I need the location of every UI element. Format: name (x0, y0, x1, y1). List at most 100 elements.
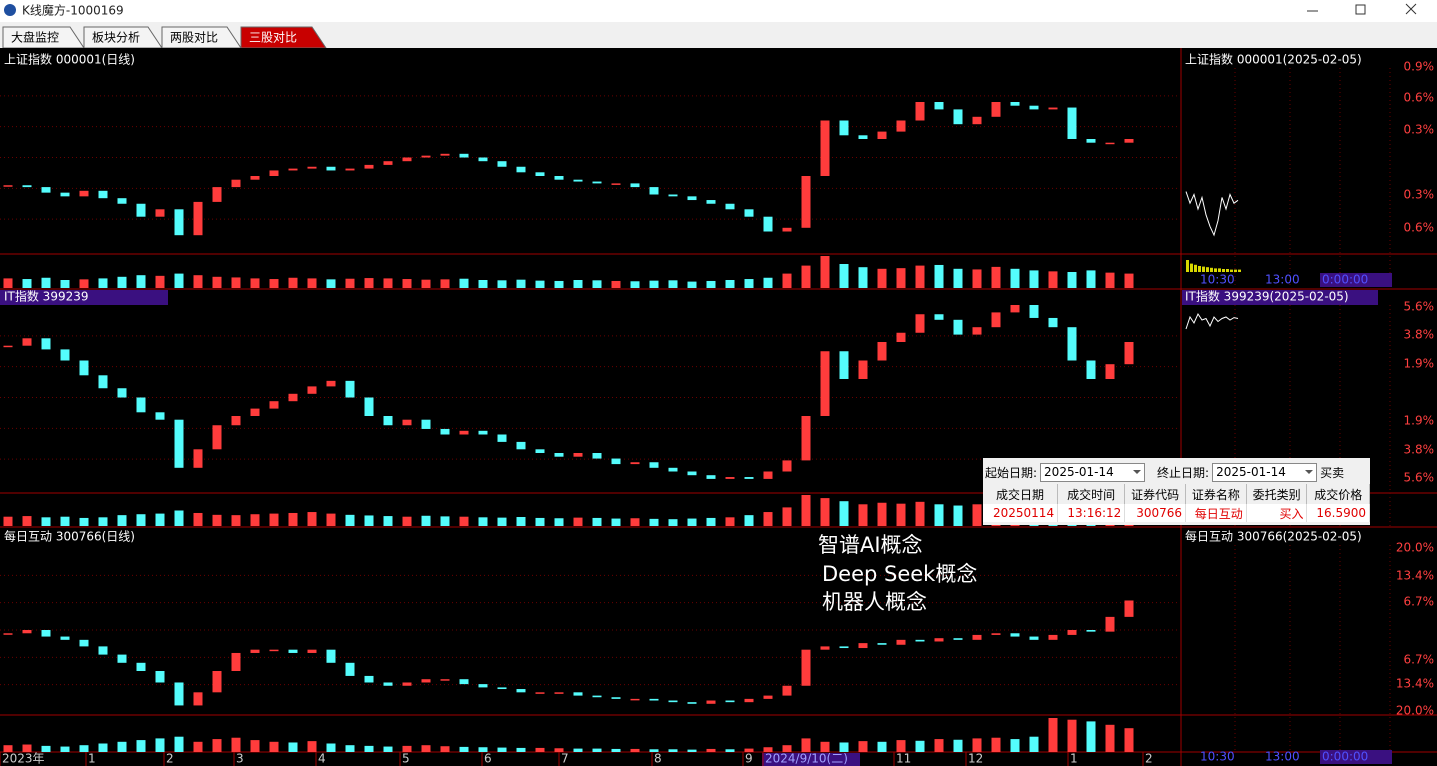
candle (535, 172, 545, 176)
candle (440, 679, 450, 681)
candle (3, 345, 13, 348)
volume-bar (326, 279, 336, 288)
volume-bar (1086, 270, 1096, 288)
volume-bar (250, 740, 260, 752)
candle (60, 349, 70, 361)
volume-bar (60, 280, 70, 288)
candle (934, 638, 944, 642)
side-tick-label: 5.6% (1404, 300, 1435, 314)
candle (668, 467, 678, 472)
candle (516, 441, 526, 450)
table-header: 委托类别 (1246, 484, 1308, 504)
volume-bar (1067, 272, 1077, 288)
candle (554, 692, 564, 694)
volume-bar (345, 514, 355, 526)
axis-label: 11 (896, 752, 911, 766)
candle (478, 430, 488, 435)
side-tick-label: 0.3% (1404, 188, 1435, 202)
intraday-volume (1234, 269, 1237, 272)
volume-bar (972, 504, 982, 526)
maximize[interactable] (1355, 4, 1366, 15)
volume-bar (402, 516, 412, 526)
volume-bar (231, 277, 241, 288)
candle (1124, 342, 1134, 365)
candle (326, 166, 336, 171)
candle (649, 698, 659, 701)
candle (497, 434, 507, 442)
start-label: 起始日期: (985, 465, 1038, 480)
candle (839, 120, 849, 136)
volume-bar (934, 264, 944, 288)
volume-bar (668, 280, 678, 288)
candle (630, 183, 640, 188)
cursor-date-box (762, 753, 860, 766)
volume-bar (516, 517, 526, 526)
time-label: 10:30 (1200, 750, 1235, 764)
close[interactable] (1405, 3, 1417, 15)
candle (858, 360, 868, 379)
candle (117, 388, 127, 398)
candle (1086, 360, 1096, 379)
candle (3, 185, 13, 187)
candle (250, 408, 260, 416)
candle (3, 633, 13, 635)
volume-bar (972, 738, 982, 752)
start-date[interactable]: 2025-01-14 (1040, 462, 1146, 482)
candle (326, 380, 336, 387)
side-tick-label: 3.8% (1404, 328, 1435, 342)
side-tick-label: 1.9% (1404, 414, 1435, 428)
time-label: 13:00 (1265, 273, 1300, 287)
candle (782, 227, 792, 232)
volume-bar (858, 267, 868, 288)
axis-label: 1 (88, 752, 96, 766)
candle (174, 209, 184, 236)
volume-bar (117, 276, 127, 288)
candle (269, 401, 279, 409)
candle (934, 314, 944, 320)
panel-title: IT指数 399239 (4, 289, 89, 304)
candle (991, 633, 1001, 635)
candle (41, 338, 51, 350)
candle (592, 695, 602, 698)
candle (212, 425, 222, 450)
app-icon (4, 4, 16, 16)
intraday-volume (1238, 269, 1241, 272)
candle (972, 327, 982, 335)
volume-bar (763, 277, 773, 288)
volume-bar (744, 279, 754, 288)
axis-label: 9 (745, 752, 753, 766)
volume-bar (725, 280, 735, 288)
side-title: 每日互动 300766(2025-02-05) (1185, 529, 1362, 544)
volume-bar (687, 749, 697, 752)
candle (459, 679, 469, 685)
axis-label: 3 (236, 752, 244, 766)
candle (573, 179, 583, 182)
candle (269, 649, 279, 652)
volume-bar (383, 516, 393, 526)
volume-bar (459, 746, 469, 752)
candle (478, 684, 488, 688)
candle (649, 187, 659, 195)
candle (307, 649, 317, 653)
panel-title: 每日互动 300766(日线) (4, 529, 135, 544)
volume-bar (269, 741, 279, 752)
candle (972, 116, 982, 125)
candle (79, 639, 89, 647)
candle (1029, 305, 1039, 318)
end-date[interactable]: 2025-01-14 (1212, 462, 1318, 482)
time-label: 0:00:00 (1322, 750, 1368, 764)
candle (858, 643, 868, 649)
volume-bar (554, 748, 564, 752)
volume-bar (402, 745, 412, 752)
axis-label: 4 (318, 752, 326, 766)
volume-bar (839, 501, 849, 526)
candle (1010, 633, 1020, 637)
volume-bar (763, 747, 773, 752)
candle (98, 375, 108, 389)
candle (687, 702, 697, 704)
time-label: 10:30 (1200, 273, 1235, 287)
candle (155, 671, 165, 683)
candle (497, 161, 507, 167)
volume-bar (706, 280, 716, 288)
time-label: 0:00:00 (1322, 273, 1368, 287)
